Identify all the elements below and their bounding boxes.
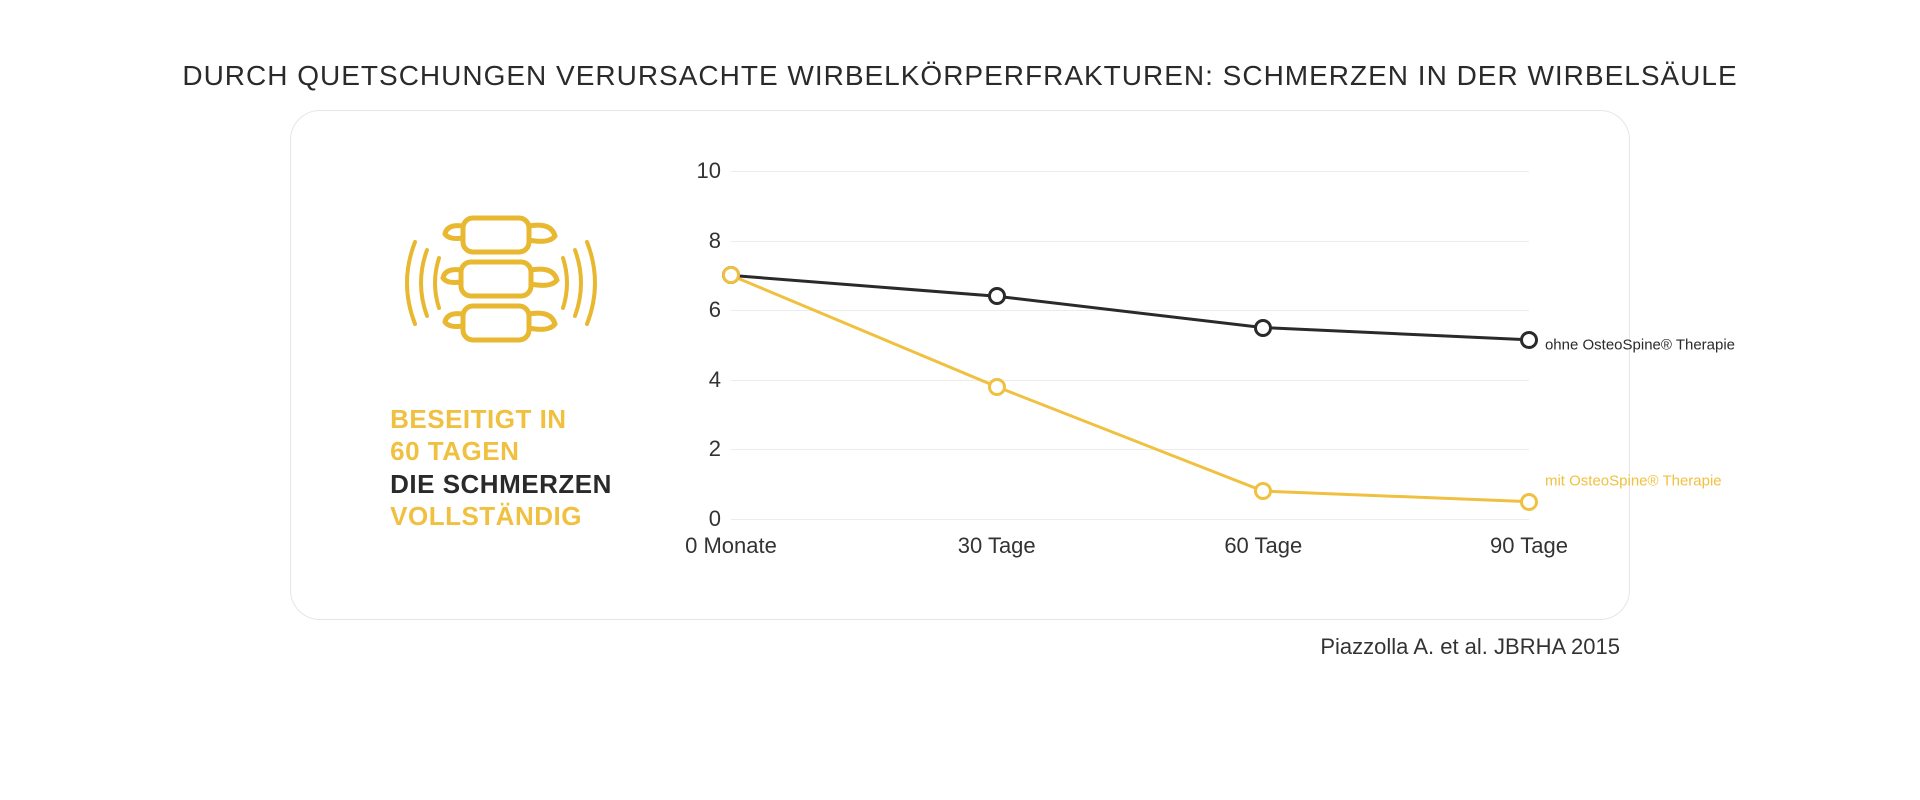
chart-title: DURCH QUETSCHUNGEN VERURSACHTE WIRBELKÖR… [182, 60, 1737, 92]
series-marker-mit [1520, 493, 1538, 511]
series-marker-ohne [988, 287, 1006, 305]
series-marker-ohne [1520, 331, 1538, 349]
x-tick-label: 90 Tage [1490, 533, 1568, 559]
series-marker-ohne [1254, 319, 1272, 337]
y-tick-label: 0 [709, 506, 721, 532]
y-tick-label: 10 [697, 158, 721, 184]
wave-left-icon [407, 242, 439, 324]
spine-icon [401, 198, 601, 373]
series-label-ohne: ohne OsteoSpine® Therapie [1545, 337, 1735, 354]
claim-line-3: DIE SCHMERZEN [390, 468, 612, 501]
gridline [731, 519, 1529, 520]
x-tick-label: 60 Tage [1224, 533, 1302, 559]
claim-line-1: BESEITIGT IN [390, 403, 612, 436]
series-line-ohne [731, 275, 1529, 339]
wave-right-icon [563, 242, 595, 324]
citation-text: Piazzolla A. et al. JBRHA 2015 [290, 634, 1630, 660]
series-marker-mit [988, 378, 1006, 396]
y-tick-label: 6 [709, 297, 721, 323]
y-tick-label: 4 [709, 367, 721, 393]
claim-line-2: 60 TAGEN [390, 435, 612, 468]
line-chart: 02468100 Monate30 Tage60 Tage90 Tageohne… [671, 151, 1569, 579]
y-tick-label: 8 [709, 228, 721, 254]
left-panel: BESEITIGT IN 60 TAGEN DIE SCHMERZEN VOLL… [331, 198, 671, 533]
y-tick-label: 2 [709, 436, 721, 462]
claim-line-4: VOLLSTÄNDIG [390, 500, 612, 533]
x-tick-label: 0 Monate [685, 533, 777, 559]
series-line-mit [731, 275, 1529, 501]
claim-text: BESEITIGT IN 60 TAGEN DIE SCHMERZEN VOLL… [390, 403, 612, 533]
vertebrae-icon [443, 218, 557, 340]
series-label-mit: mit OsteoSpine® Therapie [1545, 472, 1722, 489]
chart-card: BESEITIGT IN 60 TAGEN DIE SCHMERZEN VOLL… [290, 110, 1630, 620]
x-tick-label: 30 Tage [958, 533, 1036, 559]
